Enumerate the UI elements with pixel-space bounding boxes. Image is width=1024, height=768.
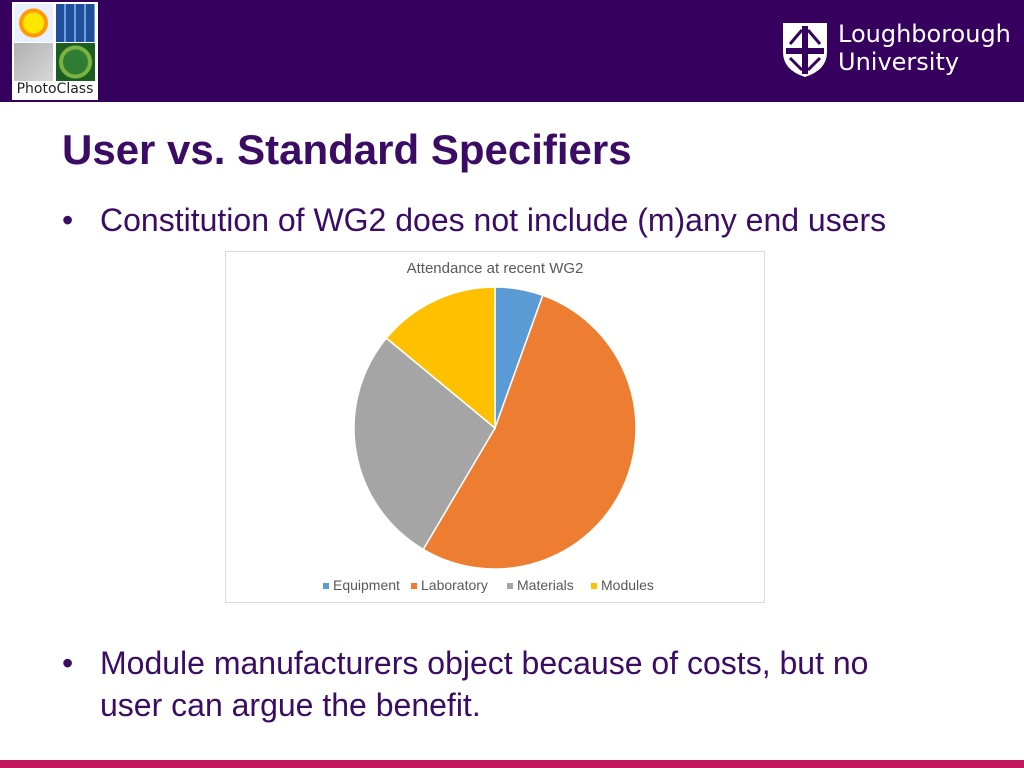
legend-label-materials: Materials — [517, 577, 574, 593]
bullet-1-text: Constitution of WG2 does not include (m)… — [100, 202, 887, 238]
label-tile-icon — [14, 43, 53, 81]
chart-title: Attendance at recent WG2 — [407, 260, 584, 277]
pie-slice-modules — [385, 286, 496, 430]
photoclass-caption: PhotoClass — [16, 81, 94, 97]
university-shield-icon — [783, 23, 827, 77]
slide-title: User vs. Standard Specifiers — [62, 126, 632, 173]
bullet-1: • Constitution of WG2 does not include (… — [62, 199, 962, 241]
pie-chart: Attendance at recent WG2 Equipment Labora… — [225, 251, 765, 603]
bullet-2-text-line2: user can argue the benefit. — [100, 687, 481, 723]
globe-tile-icon — [56, 43, 95, 81]
loughborough-logo: Loughborough University — [782, 20, 1012, 82]
bullet-2: • Module manufacturers object because of… — [62, 642, 962, 726]
solar-cell-tile-icon — [56, 4, 95, 42]
legend-label-modules: Modules — [601, 577, 654, 593]
university-name-line1: Loughborough — [838, 20, 1011, 48]
pie-chart-svg: Attendance at recent WG2 Equipment Labora… — [323, 260, 654, 593]
university-name: Loughborough University — [838, 20, 1011, 76]
legend-swatch-equipment — [323, 583, 329, 589]
legend-swatch-laboratory — [411, 583, 417, 589]
bottom-accent-bar — [0, 760, 1024, 768]
pie-slices — [353, 286, 637, 570]
header-bar: PhotoClass Loughborough University — [0, 0, 1024, 102]
university-name-line2: University — [838, 48, 960, 76]
photoclass-logo: PhotoClass — [12, 2, 98, 100]
legend-label-laboratory: Laboratory — [421, 577, 488, 593]
bullet-dot: • — [62, 202, 74, 238]
legend-label-equipment: Equipment — [333, 577, 400, 593]
pie-slice-materials — [353, 337, 496, 551]
legend-swatch-materials — [507, 583, 513, 589]
legend-swatch-modules — [591, 583, 597, 589]
sun-tile-icon — [14, 4, 53, 42]
chart-legend: Equipment Laboratory Materials Modules — [323, 577, 654, 593]
pie-slice-laboratory — [422, 294, 637, 570]
bullet-dot: • — [62, 645, 74, 681]
bullet-2-text-line1: Module manufacturers object because of c… — [100, 645, 869, 681]
